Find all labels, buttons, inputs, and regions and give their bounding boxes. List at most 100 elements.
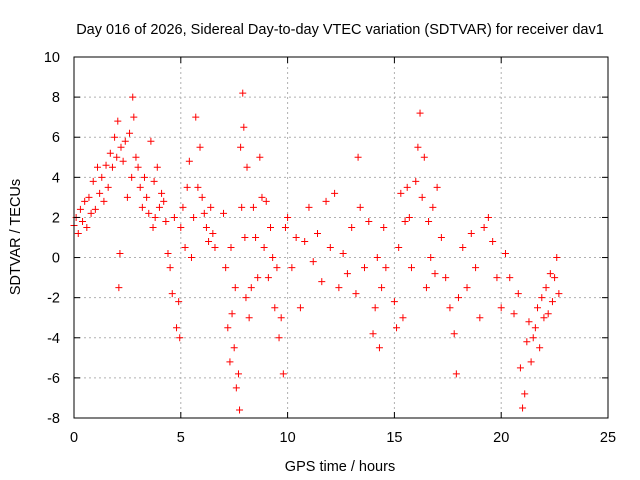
data-point-marker — [365, 217, 373, 225]
data-point-marker — [422, 284, 430, 292]
data-point-marker — [343, 270, 351, 278]
data-point-marker — [190, 213, 198, 221]
data-point-marker — [538, 294, 546, 302]
data-point-marker — [162, 217, 170, 225]
data-point-marker — [536, 344, 544, 352]
data-point-marker — [196, 143, 204, 151]
data-point-marker — [160, 197, 168, 205]
data-point-marker — [414, 143, 422, 151]
data-point-marker — [224, 324, 232, 332]
data-point-marker — [375, 344, 383, 352]
data-point-marker — [121, 137, 129, 145]
data-point-marker — [242, 294, 250, 302]
data-point-marker — [476, 314, 484, 322]
data-point-marker — [179, 203, 187, 211]
data-point-marker — [254, 274, 262, 282]
data-point-marker — [360, 264, 368, 272]
data-point-marker — [450, 330, 458, 338]
data-point-marker — [98, 173, 106, 181]
data-point-marker — [150, 177, 158, 185]
data-point-marker — [395, 244, 403, 252]
data-point-marker — [158, 189, 166, 197]
data-point-marker — [279, 370, 287, 378]
data-point-marker — [352, 290, 360, 298]
data-point-marker — [128, 173, 136, 181]
chart-title: Day 016 of 2026, Sidereal Day-to-day VTE… — [76, 22, 604, 38]
data-point-marker — [243, 163, 251, 171]
data-point-marker — [273, 264, 281, 272]
data-point-marker — [356, 203, 364, 211]
axis-ticks: 0 5 10 15 20 25 -8 -6 -4 -2 0 2 4 6 8 10 — [44, 50, 616, 446]
data-point-marker — [176, 334, 184, 342]
data-point-marker — [222, 264, 230, 272]
data-point-marker — [74, 229, 82, 237]
data-point-marker — [264, 274, 272, 282]
data-point-marker — [138, 203, 146, 211]
data-point-marker — [525, 318, 533, 326]
data-point-marker — [529, 334, 537, 342]
data-point-marker — [79, 217, 87, 225]
grid-lines — [74, 57, 608, 418]
data-point-marker — [371, 304, 379, 312]
y-axis-label: SDTVAR / TECUs — [8, 179, 24, 295]
data-point-marker — [153, 163, 161, 171]
data-point-marker — [301, 238, 309, 246]
data-point-marker — [284, 213, 292, 221]
x-tick-label: 10 — [280, 430, 296, 446]
data-point-marker — [397, 189, 405, 197]
data-point-marker — [382, 264, 390, 272]
data-point-marker — [521, 390, 529, 398]
data-point-marker — [183, 183, 191, 191]
data-point-marker — [81, 197, 89, 205]
data-point-marker — [501, 250, 509, 258]
data-point-marker — [393, 324, 401, 332]
data-point-marker — [314, 229, 322, 237]
data-point-marker — [100, 197, 108, 205]
data-point-marker — [459, 244, 467, 252]
data-point-marker — [433, 183, 441, 191]
data-point-marker — [126, 129, 134, 137]
data-point-marker — [510, 310, 518, 318]
data-point-marker — [89, 177, 97, 185]
data-point-marker — [149, 223, 157, 231]
data-point-marker — [260, 244, 268, 252]
data-point-marker — [140, 173, 148, 181]
data-point-marker — [322, 197, 330, 205]
data-point-marker — [480, 223, 488, 231]
data-point-marker — [420, 153, 428, 161]
data-point-marker — [281, 223, 289, 231]
data-point-marker — [220, 209, 228, 217]
data-point-marker — [348, 223, 356, 231]
data-point-marker — [76, 205, 84, 213]
data-point-marker — [93, 163, 101, 171]
data-point-marker — [232, 384, 240, 392]
data-point-marker — [267, 223, 275, 231]
data-point-marker — [335, 284, 343, 292]
data-point-marker — [111, 133, 119, 141]
data-point-marker — [412, 177, 420, 185]
data-point-marker — [534, 304, 542, 312]
data-point-marker — [489, 238, 497, 246]
data-point-marker — [245, 314, 253, 322]
data-point-marker — [207, 203, 215, 211]
data-point-marker — [551, 274, 559, 282]
data-point-marker — [484, 213, 492, 221]
data-point-marker — [173, 324, 181, 332]
data-point-marker — [446, 304, 454, 312]
data-point-marker — [129, 93, 137, 101]
data-point-marker — [418, 193, 426, 201]
data-point-marker — [164, 250, 172, 258]
data-point-marker — [116, 250, 124, 258]
data-point-marker — [136, 183, 144, 191]
data-point-marker — [226, 358, 234, 366]
data-point-marker — [83, 223, 91, 231]
data-point-marker — [472, 264, 480, 272]
data-point-marker — [378, 284, 386, 292]
data-point-marker — [241, 234, 249, 241]
data-point-marker — [369, 330, 377, 338]
data-point-marker — [403, 183, 411, 191]
data-point-marker — [399, 314, 407, 322]
x-tick-label: 0 — [70, 430, 78, 446]
data-point-marker — [155, 203, 163, 211]
